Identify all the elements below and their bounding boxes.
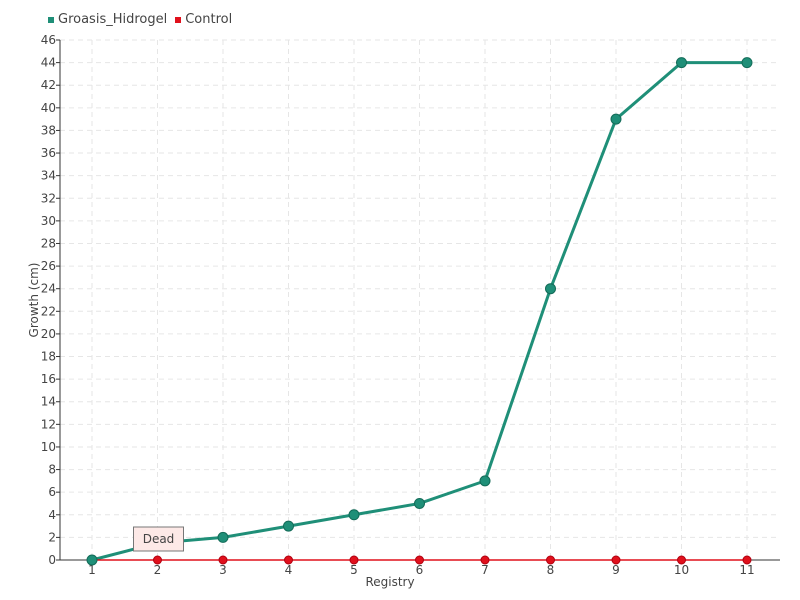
legend-label-control: Control bbox=[185, 12, 233, 27]
legend-item-groasis[interactable]: Groasis_Hidrogel bbox=[48, 12, 167, 27]
x-axis-label: Registry bbox=[365, 575, 414, 589]
data-point-groasis[interactable] bbox=[414, 497, 425, 509]
y-axis-label: Growth (cm) bbox=[27, 263, 41, 338]
data-point-control[interactable] bbox=[349, 555, 359, 565]
data-point-control[interactable] bbox=[153, 555, 162, 565]
y-tick-label: 44 bbox=[41, 56, 56, 70]
data-point-control[interactable] bbox=[546, 555, 555, 565]
y-tick-label: 24 bbox=[41, 282, 56, 296]
tooltip-label: Dead bbox=[143, 532, 175, 546]
y-tick-label: 32 bbox=[41, 191, 56, 205]
x-tick-label: 4 bbox=[285, 563, 293, 577]
data-point-control[interactable] bbox=[284, 555, 293, 565]
y-tick-label: 10 bbox=[41, 440, 56, 454]
data-point-control[interactable] bbox=[742, 555, 752, 565]
legend-label-groasis: Groasis_Hidrogel bbox=[58, 12, 168, 27]
tooltip-box bbox=[133, 526, 184, 552]
y-tick-label: 2 bbox=[48, 530, 56, 544]
legend-swatch-control bbox=[175, 16, 182, 23]
data-point-groasis[interactable] bbox=[283, 520, 294, 532]
y-tick-label: 26 bbox=[41, 259, 56, 273]
y-tick-label: 38 bbox=[41, 123, 56, 137]
y-tick-label: 20 bbox=[41, 327, 56, 341]
data-point-control[interactable] bbox=[677, 555, 686, 565]
legend: Groasis_Hidrogel Control bbox=[48, 12, 232, 27]
data-point-groasis[interactable] bbox=[348, 509, 360, 521]
data-point-groasis[interactable] bbox=[610, 113, 622, 125]
x-tick-label: 10 bbox=[674, 563, 689, 577]
y-tick-label: 46 bbox=[41, 33, 56, 47]
y-tick-label: 36 bbox=[41, 146, 56, 160]
y-tick-label: 8 bbox=[48, 463, 56, 477]
legend-swatch-groasis bbox=[48, 16, 54, 23]
data-point-control[interactable] bbox=[480, 555, 490, 565]
x-tick-label: 8 bbox=[547, 563, 555, 577]
y-tick-label: 28 bbox=[41, 236, 56, 250]
data-point-control[interactable] bbox=[611, 555, 621, 565]
y-tick-label: 34 bbox=[41, 169, 56, 183]
x-tick-label: 6 bbox=[416, 563, 424, 577]
y-tick-label: 40 bbox=[41, 101, 56, 115]
y-tick-label: 18 bbox=[41, 350, 56, 364]
x-tick-label: 7 bbox=[481, 563, 489, 577]
x-tick-label: 9 bbox=[612, 563, 620, 577]
data-point-groasis[interactable] bbox=[86, 554, 98, 566]
y-tick-label: 16 bbox=[41, 372, 56, 386]
y-tick-label: 42 bbox=[41, 78, 56, 92]
legend-item-control[interactable]: Control bbox=[175, 12, 232, 27]
x-tick-label: 1 bbox=[88, 563, 96, 577]
y-tick-label: 14 bbox=[41, 395, 56, 409]
data-point-control[interactable] bbox=[415, 555, 424, 565]
x-tick-label: 11 bbox=[739, 563, 754, 577]
data-point-groasis[interactable] bbox=[741, 57, 753, 69]
data-point-groasis[interactable] bbox=[217, 531, 229, 543]
y-tick-label: 4 bbox=[48, 508, 56, 522]
y-tick-label: 0 bbox=[48, 553, 56, 567]
data-point-groasis[interactable] bbox=[545, 283, 556, 295]
y-tick-label: 6 bbox=[48, 485, 56, 499]
y-tick-label: 22 bbox=[41, 304, 56, 318]
data-point-groasis[interactable] bbox=[479, 475, 491, 487]
x-tick-label: 3 bbox=[219, 563, 227, 577]
data-point-groasis[interactable] bbox=[676, 57, 687, 69]
y-tick-label: 12 bbox=[41, 417, 56, 431]
data-point-control[interactable] bbox=[218, 555, 228, 565]
y-tick-label: 30 bbox=[41, 214, 56, 228]
x-tick-label: 5 bbox=[350, 563, 358, 577]
x-tick-label: 2 bbox=[154, 563, 162, 577]
